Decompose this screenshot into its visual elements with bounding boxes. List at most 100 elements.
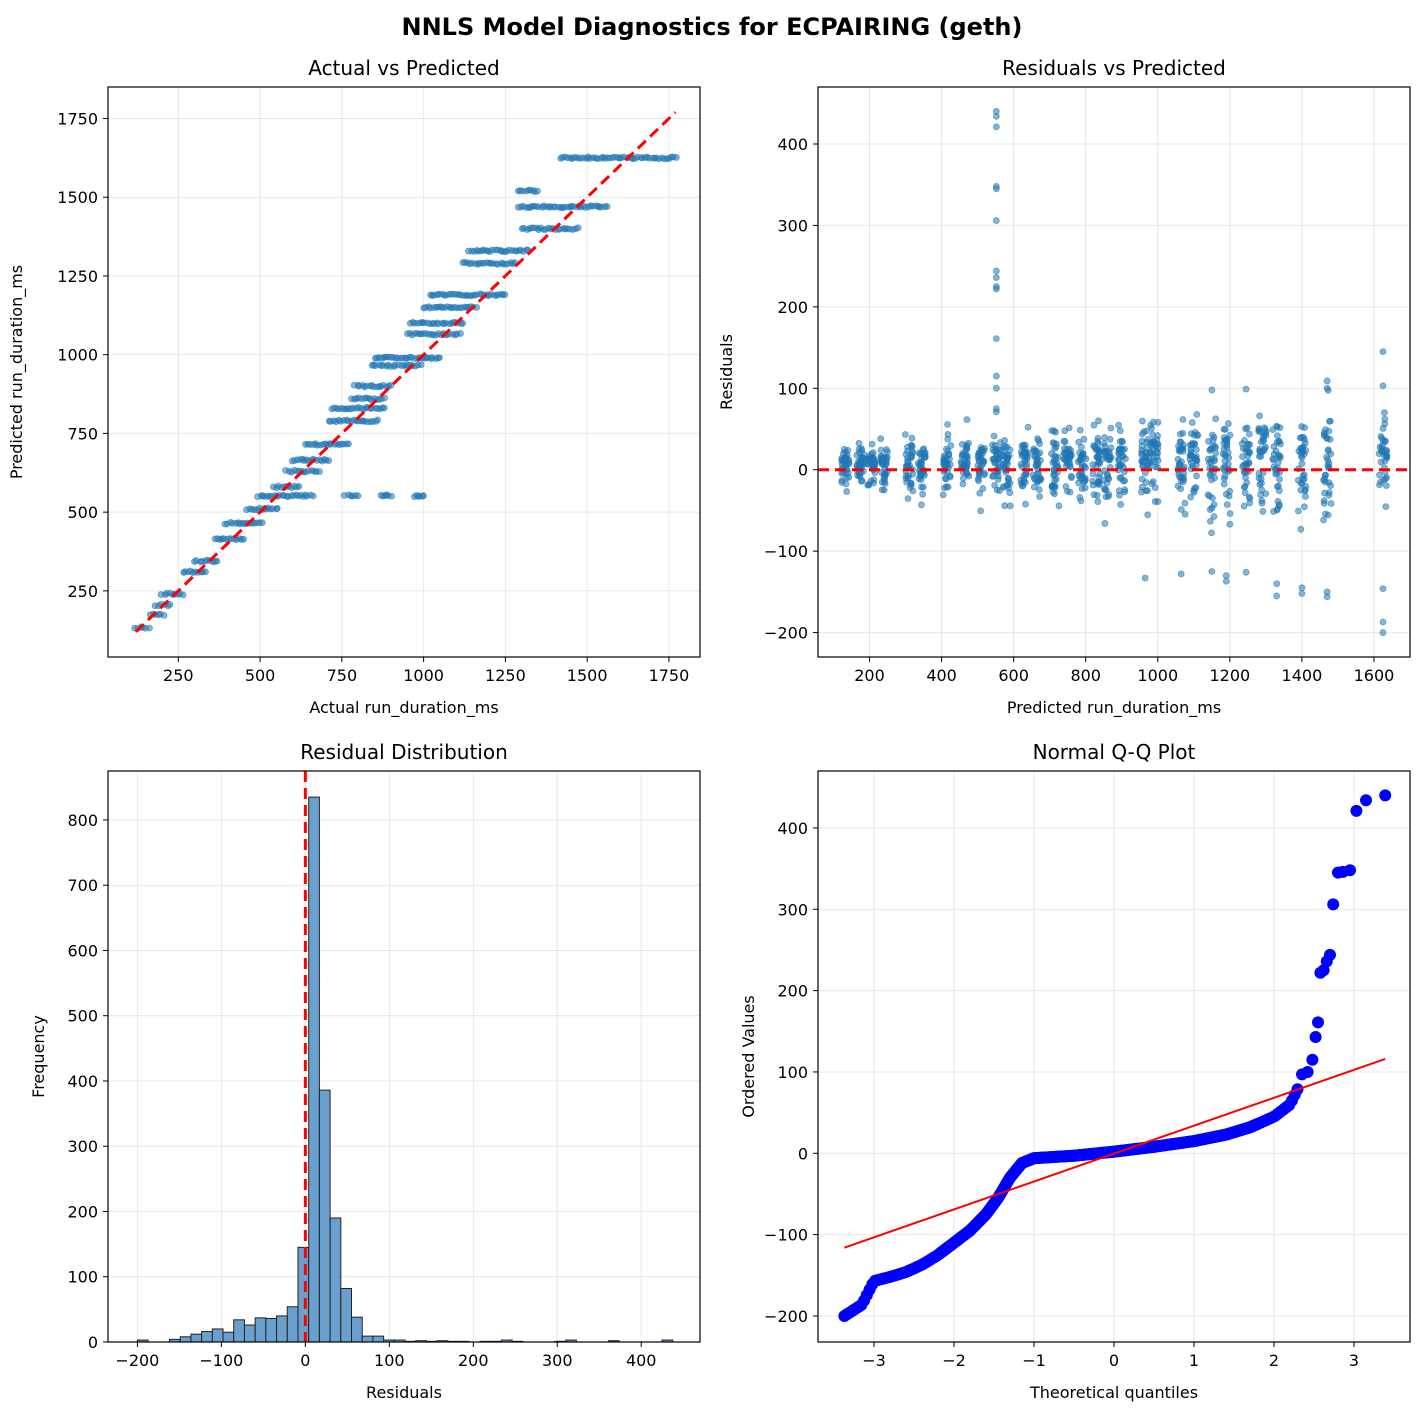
- scatter-point: [1320, 499, 1328, 507]
- scatter-point: [1119, 438, 1126, 446]
- scatter-point: [574, 224, 582, 232]
- scatter-point: [1037, 475, 1045, 483]
- scatter-point: [881, 480, 889, 487]
- scatter-point: [1081, 462, 1088, 470]
- scatter-point: [295, 482, 303, 490]
- x-tick-label: 200: [458, 1351, 489, 1370]
- scatter-point: [1381, 409, 1388, 417]
- scatter-point: [1209, 431, 1216, 439]
- y-tick-label: 400: [777, 819, 808, 838]
- y-tick-label: −100: [764, 1226, 808, 1245]
- scatter-point: [964, 452, 971, 460]
- p1-y-axis-label: Predicted run_duration_ms: [7, 265, 27, 479]
- scatter-point: [1276, 452, 1284, 460]
- scatter-point: [1221, 426, 1229, 433]
- outlier-point: [1177, 570, 1185, 578]
- scatter-point: [1177, 485, 1185, 493]
- outlier-point: [1298, 584, 1306, 592]
- scatter-point: [845, 460, 853, 468]
- outlier-point: [1273, 580, 1281, 588]
- scatter-point: [989, 446, 997, 454]
- scatter-point: [345, 440, 352, 448]
- y-tick-label: 300: [67, 1137, 98, 1156]
- scatter-point: [1179, 416, 1187, 423]
- scatter-point: [1269, 426, 1277, 434]
- scatter-point: [1107, 424, 1115, 432]
- scatter-point: [999, 451, 1007, 459]
- scatter-point: [1299, 433, 1307, 441]
- scatter-point: [920, 483, 927, 491]
- scatter-point: [1302, 493, 1309, 500]
- scatter-point: [1381, 420, 1389, 428]
- scatter-point: [534, 187, 541, 195]
- outlier-point: [1242, 568, 1250, 576]
- p4-plot-area: [838, 789, 1392, 1322]
- outlier-point: [1323, 384, 1331, 392]
- scatter-point: [1206, 517, 1214, 525]
- scatter-point: [1102, 486, 1110, 494]
- scatter-point: [1212, 415, 1220, 423]
- scatter-point: [1221, 436, 1229, 444]
- p4-panel: −3 −2 −1 0 1 2 3 −200 −100 0 100 200 300 400 Normal Q-…: [739, 740, 1411, 1402]
- scatter-point: [1061, 438, 1069, 446]
- scatter-point: [1208, 529, 1215, 537]
- scatter-point: [1190, 488, 1198, 496]
- scatter-point: [1076, 426, 1084, 434]
- y-tick-label: 500: [67, 503, 98, 522]
- scatter-point: [1259, 508, 1267, 515]
- scatter-point: [1220, 480, 1228, 488]
- scatter-point: [1034, 460, 1042, 467]
- scatter-point: [160, 611, 168, 619]
- scatter-point: [1116, 491, 1123, 499]
- x-tick-label: 1500: [567, 666, 608, 685]
- y-tick-label: 1250: [57, 267, 98, 286]
- outlier-point: [992, 384, 1000, 392]
- scatter-point: [1275, 502, 1283, 510]
- x-tick-label: 250: [163, 666, 194, 685]
- scatter-point: [1006, 502, 1014, 510]
- scatter-point: [435, 354, 443, 362]
- y-tick-label: 500: [67, 1007, 98, 1026]
- qq-point: [1379, 789, 1392, 802]
- scatter-point: [901, 431, 909, 438]
- scatter-point: [857, 477, 865, 485]
- x-tick-label: −2: [942, 1351, 966, 1370]
- outlier-point: [1222, 577, 1230, 585]
- scatter-point: [202, 568, 209, 576]
- scatter-point: [1180, 469, 1188, 477]
- outlier-point: [1323, 593, 1331, 601]
- scatter-point: [865, 460, 872, 468]
- scatter-point: [1276, 475, 1283, 483]
- scatter-point: [1176, 430, 1184, 438]
- histogram-bar: [201, 1331, 213, 1342]
- scatter-point: [1102, 449, 1109, 457]
- scatter-point: [1095, 473, 1103, 481]
- p2-x-axis-label: Predicted run_duration_ms: [1007, 698, 1221, 718]
- x-tick-label: 1200: [1209, 666, 1250, 685]
- scatter-point: [1188, 452, 1195, 460]
- x-tick-label: 400: [626, 1351, 657, 1370]
- scatter-point: [1187, 459, 1195, 467]
- scatter-point: [1322, 471, 1330, 479]
- y-tick-label: 200: [777, 982, 808, 1001]
- scatter-point: [1018, 482, 1026, 490]
- x-tick-label: 0: [1109, 1351, 1119, 1370]
- x-tick-label: 750: [327, 666, 358, 685]
- scatter-point: [908, 441, 915, 449]
- y-tick-label: −100: [764, 542, 808, 561]
- y-tick-label: −200: [764, 624, 808, 643]
- scatter-point: [1062, 483, 1070, 490]
- p1-title: Actual vs Predicted: [308, 56, 500, 80]
- scatter-point: [1089, 477, 1097, 485]
- x-tick-label: 1250: [485, 666, 526, 685]
- scatter-point: [919, 450, 927, 457]
- scatter-point: [1089, 461, 1097, 469]
- p2-panel: 200 400 600 800 1000 1200 1400 1600 −200 −100 0 100…: [717, 56, 1411, 718]
- scatter-point: [1075, 479, 1083, 487]
- histogram-bar: [190, 1333, 203, 1342]
- scatter-point: [1094, 438, 1102, 445]
- scatter-point: [1080, 435, 1088, 443]
- scatter-point: [1062, 450, 1069, 458]
- scatter-point: [941, 458, 949, 465]
